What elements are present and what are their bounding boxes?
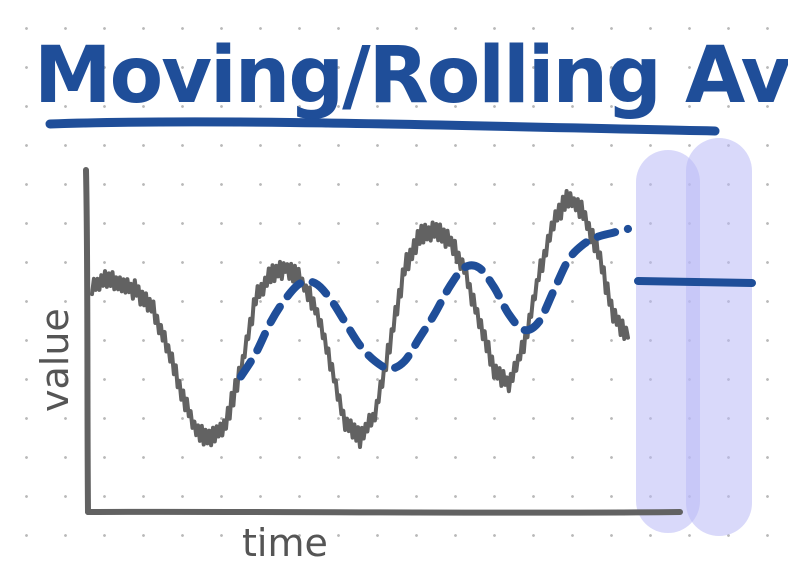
rolling-window-highlights <box>636 138 752 536</box>
x-axis <box>85 508 683 516</box>
y-axis <box>83 167 91 515</box>
y-axis-label: value <box>33 308 77 412</box>
moving-average-line <box>236 224 632 381</box>
page-title: Moving/Rolling Avg. <box>34 31 788 121</box>
x-axis-label: time <box>242 521 328 565</box>
rolling-window-band <box>686 138 752 536</box>
current-average-marker <box>634 277 756 287</box>
raw-data-line <box>90 189 630 449</box>
rolling-window-band <box>636 150 700 533</box>
average-series <box>236 224 632 381</box>
title-underline <box>45 117 720 136</box>
raw-series <box>90 189 630 449</box>
